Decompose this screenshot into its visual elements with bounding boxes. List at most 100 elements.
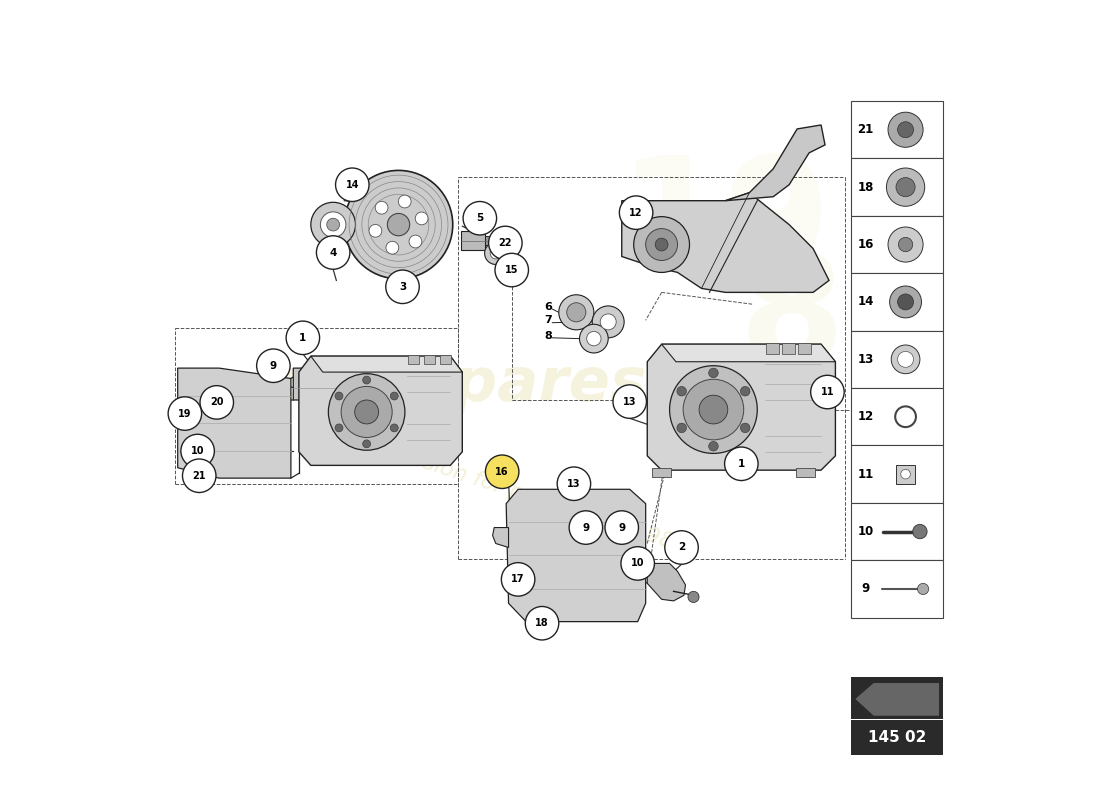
Text: 9: 9 xyxy=(861,582,870,595)
Circle shape xyxy=(811,375,844,409)
Text: 19: 19 xyxy=(619,150,832,299)
Text: 18: 18 xyxy=(536,618,549,628)
Circle shape xyxy=(168,397,201,430)
Text: 10: 10 xyxy=(631,558,645,569)
Circle shape xyxy=(688,591,700,602)
Circle shape xyxy=(725,447,758,481)
Text: 19: 19 xyxy=(178,409,191,418)
Circle shape xyxy=(485,242,507,265)
Bar xyxy=(896,465,915,484)
Bar xyxy=(766,343,779,354)
Text: eurospares: eurospares xyxy=(261,354,648,414)
Bar xyxy=(440,354,451,364)
Polygon shape xyxy=(621,193,829,292)
Circle shape xyxy=(344,170,453,279)
Circle shape xyxy=(317,236,350,270)
Bar xyxy=(851,503,943,560)
Text: 11: 11 xyxy=(821,387,834,397)
Text: 85: 85 xyxy=(739,246,952,394)
Bar xyxy=(424,354,436,364)
Bar xyxy=(851,678,943,719)
Text: 16: 16 xyxy=(495,466,509,477)
Circle shape xyxy=(676,386,686,396)
Bar xyxy=(851,388,943,446)
Bar xyxy=(851,720,943,754)
Text: 1: 1 xyxy=(299,333,307,343)
Text: 14: 14 xyxy=(345,180,359,190)
Text: 13: 13 xyxy=(568,478,581,489)
Circle shape xyxy=(409,235,421,248)
Circle shape xyxy=(375,202,388,214)
Bar xyxy=(851,560,943,618)
Circle shape xyxy=(463,202,496,235)
Circle shape xyxy=(329,374,405,450)
Text: 9: 9 xyxy=(270,361,277,370)
Circle shape xyxy=(341,386,393,438)
Text: 6: 6 xyxy=(544,302,552,312)
Circle shape xyxy=(558,467,591,501)
Circle shape xyxy=(619,196,652,230)
Text: 21: 21 xyxy=(192,470,206,481)
Text: 22: 22 xyxy=(498,238,513,248)
Polygon shape xyxy=(493,527,508,547)
Circle shape xyxy=(559,294,594,330)
Circle shape xyxy=(336,168,368,202)
Circle shape xyxy=(387,214,409,236)
Bar xyxy=(408,354,419,364)
Circle shape xyxy=(700,395,728,424)
Text: 7: 7 xyxy=(544,315,552,326)
Circle shape xyxy=(888,227,923,262)
Text: 17: 17 xyxy=(512,574,525,584)
Circle shape xyxy=(386,270,419,303)
Circle shape xyxy=(566,302,586,322)
Polygon shape xyxy=(311,356,462,372)
Circle shape xyxy=(676,423,686,433)
Circle shape xyxy=(708,368,718,378)
Circle shape xyxy=(526,606,559,640)
Circle shape xyxy=(354,400,378,424)
Circle shape xyxy=(336,392,343,400)
Text: 13: 13 xyxy=(623,397,637,406)
Circle shape xyxy=(363,376,371,384)
Circle shape xyxy=(888,112,923,147)
Bar xyxy=(851,158,943,216)
Polygon shape xyxy=(661,344,835,362)
Circle shape xyxy=(569,511,603,544)
Circle shape xyxy=(320,212,345,238)
Circle shape xyxy=(416,212,428,225)
Circle shape xyxy=(586,331,601,346)
Polygon shape xyxy=(856,683,939,716)
Circle shape xyxy=(887,168,925,206)
Circle shape xyxy=(656,238,668,251)
Text: 13: 13 xyxy=(858,353,873,366)
Text: 12: 12 xyxy=(629,208,642,218)
Circle shape xyxy=(740,423,750,433)
Text: 20: 20 xyxy=(210,398,223,407)
Circle shape xyxy=(899,238,913,252)
Text: 10: 10 xyxy=(858,525,873,538)
Circle shape xyxy=(664,530,698,564)
Bar xyxy=(851,446,943,503)
Bar xyxy=(795,468,815,478)
Circle shape xyxy=(485,455,519,489)
Text: 15: 15 xyxy=(505,265,518,275)
Text: 18: 18 xyxy=(858,181,873,194)
Circle shape xyxy=(488,226,522,260)
Circle shape xyxy=(183,459,216,493)
Bar xyxy=(851,274,943,330)
Circle shape xyxy=(613,385,647,418)
Text: 11: 11 xyxy=(858,468,873,481)
Circle shape xyxy=(898,122,913,138)
Circle shape xyxy=(898,294,913,310)
Polygon shape xyxy=(299,356,462,466)
Circle shape xyxy=(390,424,398,432)
Circle shape xyxy=(621,546,654,580)
Circle shape xyxy=(386,242,398,254)
Circle shape xyxy=(327,218,340,231)
Circle shape xyxy=(502,562,535,596)
Text: 9: 9 xyxy=(618,522,625,533)
Polygon shape xyxy=(725,125,825,201)
Circle shape xyxy=(890,286,922,318)
Text: 21: 21 xyxy=(858,123,873,136)
Bar xyxy=(782,343,794,354)
